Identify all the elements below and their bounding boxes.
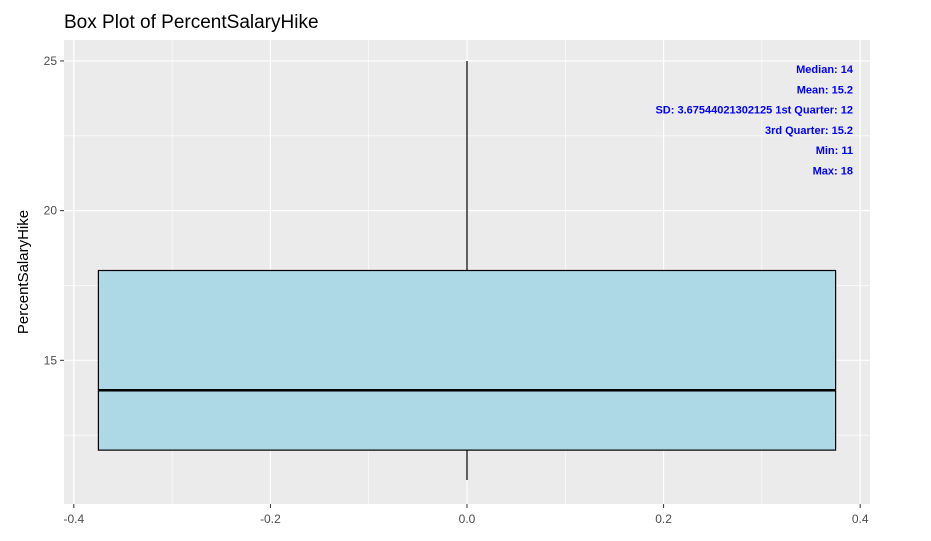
x-tick-label: -0.2 xyxy=(260,512,281,526)
annotation-line: 3rd Quarter: 15.2 xyxy=(765,125,853,137)
annotation-line: SD: 3.67544021302125 1st Quarter: 12 xyxy=(655,105,853,117)
x-tick-label: 0.4 xyxy=(852,512,869,526)
x-tick-label: -0.4 xyxy=(63,512,84,526)
box-iqr xyxy=(97,269,837,451)
y-tick-label: 15 xyxy=(44,353,58,367)
annotation-line: Max: 18 xyxy=(813,166,853,178)
x-axis: -0.4 -0.2 0.0 0.2 0.4 xyxy=(63,504,869,526)
annotation-line: Median: 14 xyxy=(796,64,854,76)
x-tick-label: 0.2 xyxy=(655,512,672,526)
y-tick-label: 20 xyxy=(44,204,58,218)
x-tick-label: 0.0 xyxy=(459,512,476,526)
chart-title: Box Plot of PercentSalaryHike xyxy=(64,12,319,33)
y-tick-label: 25 xyxy=(44,54,58,68)
summary-annotations: Median: 14 Mean: 15.2 SD: 3.67544021302125… xyxy=(655,64,853,178)
y-axis: 15 20 25 xyxy=(44,54,64,367)
y-axis-title: PercentSalaryHike xyxy=(15,210,32,334)
box-layer xyxy=(97,60,837,481)
annotation-line: Min: 11 xyxy=(816,145,853,157)
annotation-line: Mean: 15.2 xyxy=(797,84,853,96)
